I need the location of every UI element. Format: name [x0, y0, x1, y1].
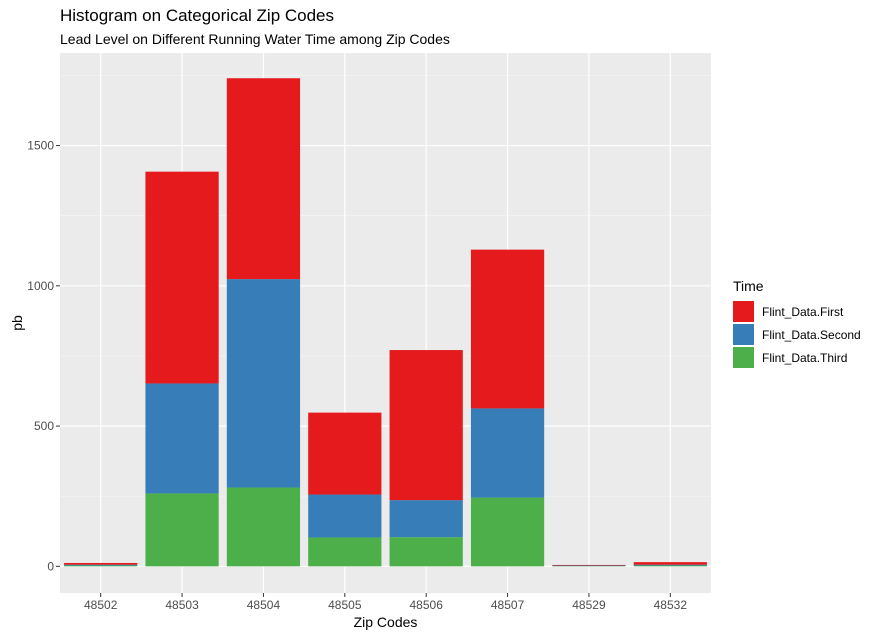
- x-tick-label: 48506: [410, 598, 444, 612]
- y-tick-label: 1500: [27, 139, 54, 153]
- legend-item-first: Flint_Data.First: [733, 300, 861, 323]
- legend: Time Flint_Data.First Flint_Data.Second …: [733, 278, 861, 369]
- bar-48503-flint-data-second: [145, 383, 219, 494]
- legend-swatch-third: [733, 347, 754, 368]
- y-axis-title: pb: [9, 315, 25, 331]
- bar-48507-flint-data-first: [470, 249, 545, 409]
- y-tick-label: 0: [47, 559, 54, 573]
- bar-48505-flint-data-third: [308, 537, 382, 567]
- bar-48502-flint-data-second: [64, 564, 138, 566]
- x-tick-label: 48504: [247, 598, 281, 612]
- chart-subtitle: Lead Level on Different Running Water Ti…: [60, 31, 450, 47]
- bar-48529-flint-data-third: [552, 565, 626, 567]
- y-tick-label: 500: [34, 419, 54, 433]
- legend-swatch-first: [733, 301, 754, 322]
- x-tick-label: 48502: [84, 598, 118, 612]
- chart-title: Histogram on Categorical Zip Codes: [60, 6, 335, 25]
- bar-48532-flint-data-second: [633, 564, 707, 566]
- y-tick-label: 1000: [27, 279, 54, 293]
- x-axis-title: Zip Codes: [354, 614, 418, 630]
- bar-48506-flint-data-first: [389, 350, 463, 501]
- bar-48529-flint-data-first: [552, 564, 626, 566]
- bar-48504-flint-data-third: [226, 487, 301, 567]
- x-tick-label: 48529: [572, 598, 606, 612]
- bar-48504-flint-data-first: [226, 78, 301, 280]
- bar-48532-flint-data-first: [633, 562, 707, 565]
- bar-48505-flint-data-second: [308, 494, 382, 538]
- x-tick-label: 48532: [654, 598, 688, 612]
- legend-swatch-second: [733, 324, 754, 345]
- bar-48507-flint-data-second: [470, 408, 545, 498]
- bar-48507-flint-data-third: [470, 497, 545, 567]
- x-tick-label: 48507: [491, 598, 525, 612]
- legend-label-third: Flint_Data.Third: [762, 350, 848, 365]
- legend-label-first: Flint_Data.First: [762, 304, 844, 319]
- legend-label-second: Flint_Data.Second: [762, 327, 861, 342]
- legend-item-second: Flint_Data.Second: [733, 323, 861, 346]
- bar-48506-flint-data-second: [389, 500, 463, 538]
- bar-48502-flint-data-first: [64, 562, 138, 565]
- bar-48532-flint-data-third: [633, 565, 707, 567]
- x-tick-label: 48505: [328, 598, 362, 612]
- bar-48504-flint-data-second: [226, 279, 301, 488]
- bar-48503-flint-data-third: [145, 493, 219, 567]
- bar-48506-flint-data-third: [389, 537, 463, 567]
- x-tick-label: 48503: [165, 598, 199, 612]
- bar-48502-flint-data-third: [64, 565, 138, 567]
- legend-title: Time: [733, 278, 764, 294]
- bar-48503-flint-data-first: [145, 171, 219, 384]
- bar-48505-flint-data-first: [308, 412, 382, 495]
- legend-item-third: Flint_Data.Third: [733, 346, 861, 369]
- bar-48529-flint-data-second: [552, 565, 626, 567]
